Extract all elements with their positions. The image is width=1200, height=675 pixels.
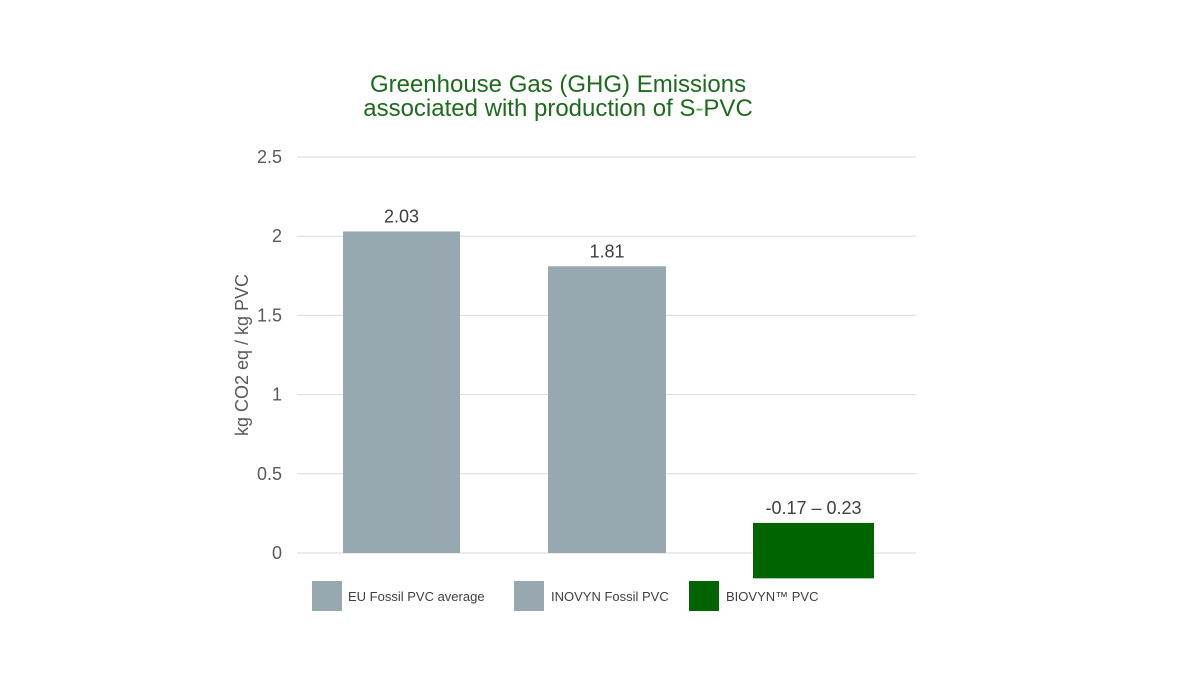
data-labels: 2.03 1.81 -0.17 – 0.23 xyxy=(384,206,862,517)
legend-swatch xyxy=(689,581,719,611)
y-axis-title: kg CO2 eq / kg PVC xyxy=(232,274,252,436)
bar xyxy=(548,266,666,553)
chart-title-line-2-prefix: associated with production of S xyxy=(363,95,695,122)
y-tick-label: 0.5 xyxy=(257,464,282,484)
legend-label: INOVYN Fossil PVC xyxy=(551,589,669,604)
legend: EU Fossil PVC average INOVYN Fossil PVC BI… xyxy=(312,581,818,611)
bar xyxy=(753,522,874,579)
y-tick-label: 2.5 xyxy=(257,147,282,167)
bar xyxy=(343,231,460,553)
legend-swatch xyxy=(514,581,544,611)
bar-data-label: -0.17 – 0.23 xyxy=(765,498,861,518)
chart-title-line-1: Greenhouse Gas (GHG) Emissions xyxy=(370,71,746,98)
chart-title-line-2: associated with production of S-PVC xyxy=(363,95,753,122)
chart-title-line-2-dash: - xyxy=(695,95,703,122)
bar-data-label: 1.81 xyxy=(589,241,624,261)
legend-label: EU Fossil PVC average xyxy=(348,589,485,604)
y-tick-label: 2 xyxy=(272,226,282,246)
bar-data-label: 2.03 xyxy=(384,206,419,226)
y-tick-label: 0 xyxy=(272,543,282,563)
y-axis-tick-labels: 0 0.5 1 1.5 2 2.5 xyxy=(257,147,282,563)
chart-title: Greenhouse Gas (GHG) Emissions associate… xyxy=(363,71,753,122)
y-tick-label: 1.5 xyxy=(257,305,282,325)
chart-title-line-2-suffix: PVC xyxy=(703,95,752,122)
legend-label: BIOVYN™ PVC xyxy=(726,589,818,604)
bars xyxy=(343,231,874,579)
legend-swatch xyxy=(312,581,342,611)
y-tick-label: 1 xyxy=(272,385,282,405)
